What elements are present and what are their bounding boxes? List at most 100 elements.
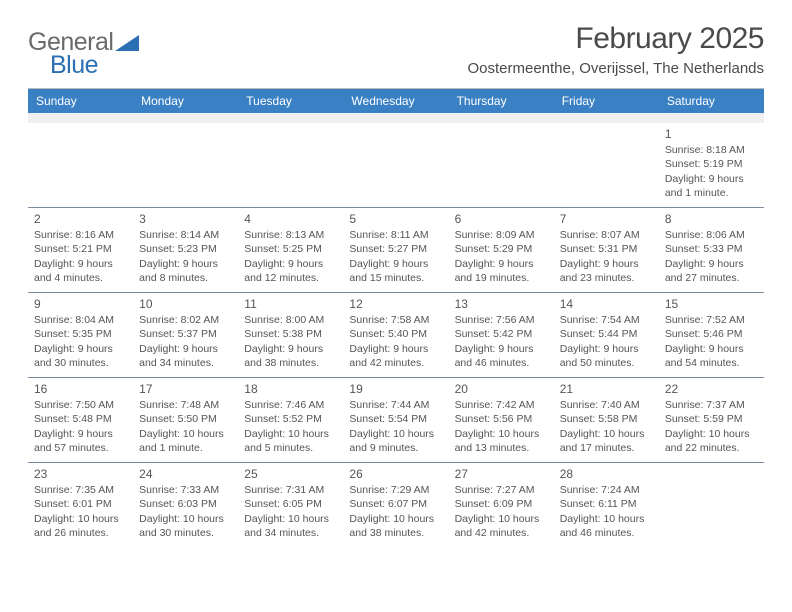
sunrise-text: Sunrise: 8:09 AM — [455, 228, 548, 242]
dow-sat: Saturday — [659, 89, 764, 113]
weeks-container: 1Sunrise: 8:18 AMSunset: 5:19 PMDaylight… — [28, 123, 764, 547]
calendar-page: General Blue February 2025 Oostermeenthe… — [0, 0, 792, 565]
sunset-text: Sunset: 5:19 PM — [665, 157, 758, 171]
sunrise-text: Sunrise: 8:04 AM — [34, 313, 127, 327]
sunset-text: Sunset: 6:03 PM — [139, 497, 232, 511]
day-cell — [238, 123, 343, 207]
day-cell: 28Sunrise: 7:24 AMSunset: 6:11 PMDayligh… — [554, 463, 659, 547]
day-cell: 11Sunrise: 8:00 AMSunset: 5:38 PMDayligh… — [238, 293, 343, 377]
daylight-text: Daylight: 9 hours and 57 minutes. — [34, 427, 127, 455]
daylight-text: Daylight: 9 hours and 42 minutes. — [349, 342, 442, 370]
sunrise-text: Sunrise: 8:07 AM — [560, 228, 653, 242]
sunset-text: Sunset: 6:07 PM — [349, 497, 442, 511]
day-number: 24 — [139, 466, 232, 482]
daylight-text: Daylight: 9 hours and 1 minute. — [665, 172, 758, 200]
dow-fri: Friday — [554, 89, 659, 113]
daylight-text: Daylight: 10 hours and 5 minutes. — [244, 427, 337, 455]
day-number: 18 — [244, 381, 337, 397]
day-cell: 2Sunrise: 8:16 AMSunset: 5:21 PMDaylight… — [28, 208, 133, 292]
sunrise-text: Sunrise: 7:44 AM — [349, 398, 442, 412]
daylight-text: Daylight: 10 hours and 30 minutes. — [139, 512, 232, 540]
daylight-text: Daylight: 10 hours and 46 minutes. — [560, 512, 653, 540]
sunrise-text: Sunrise: 7:31 AM — [244, 483, 337, 497]
sunrise-text: Sunrise: 7:48 AM — [139, 398, 232, 412]
sunset-text: Sunset: 5:40 PM — [349, 327, 442, 341]
daylight-text: Daylight: 10 hours and 9 minutes. — [349, 427, 442, 455]
sunrise-text: Sunrise: 7:35 AM — [34, 483, 127, 497]
daylight-text: Daylight: 9 hours and 38 minutes. — [244, 342, 337, 370]
dow-wed: Wednesday — [343, 89, 448, 113]
week-row: 9Sunrise: 8:04 AMSunset: 5:35 PMDaylight… — [28, 292, 764, 377]
sunrise-text: Sunrise: 8:13 AM — [244, 228, 337, 242]
day-number: 1 — [665, 126, 758, 142]
daylight-text: Daylight: 10 hours and 17 minutes. — [560, 427, 653, 455]
day-number: 27 — [455, 466, 548, 482]
daylight-text: Daylight: 10 hours and 26 minutes. — [34, 512, 127, 540]
day-cell: 27Sunrise: 7:27 AMSunset: 6:09 PMDayligh… — [449, 463, 554, 547]
day-number: 19 — [349, 381, 442, 397]
sunset-text: Sunset: 5:56 PM — [455, 412, 548, 426]
day-cell: 16Sunrise: 7:50 AMSunset: 5:48 PMDayligh… — [28, 378, 133, 462]
sunrise-text: Sunrise: 8:06 AM — [665, 228, 758, 242]
sunset-text: Sunset: 5:48 PM — [34, 412, 127, 426]
day-cell: 14Sunrise: 7:54 AMSunset: 5:44 PMDayligh… — [554, 293, 659, 377]
sunset-text: Sunset: 5:52 PM — [244, 412, 337, 426]
sunrise-text: Sunrise: 8:02 AM — [139, 313, 232, 327]
day-number: 6 — [455, 211, 548, 227]
sunset-text: Sunset: 5:21 PM — [34, 242, 127, 256]
sunrise-text: Sunrise: 7:24 AM — [560, 483, 653, 497]
sunset-text: Sunset: 5:42 PM — [455, 327, 548, 341]
day-number: 10 — [139, 296, 232, 312]
sunrise-text: Sunrise: 7:29 AM — [349, 483, 442, 497]
day-number: 3 — [139, 211, 232, 227]
daylight-text: Daylight: 10 hours and 13 minutes. — [455, 427, 548, 455]
day-number: 2 — [34, 211, 127, 227]
sunrise-text: Sunrise: 7:58 AM — [349, 313, 442, 327]
day-cell: 7Sunrise: 8:07 AMSunset: 5:31 PMDaylight… — [554, 208, 659, 292]
day-number: 16 — [34, 381, 127, 397]
day-cell: 26Sunrise: 7:29 AMSunset: 6:07 PMDayligh… — [343, 463, 448, 547]
sunset-text: Sunset: 5:59 PM — [665, 412, 758, 426]
dow-tue: Tuesday — [238, 89, 343, 113]
daylight-text: Daylight: 9 hours and 8 minutes. — [139, 257, 232, 285]
logo-text: General Blue — [28, 28, 141, 80]
sunrise-text: Sunrise: 8:00 AM — [244, 313, 337, 327]
day-number: 9 — [34, 296, 127, 312]
sunset-text: Sunset: 5:58 PM — [560, 412, 653, 426]
sunset-text: Sunset: 5:37 PM — [139, 327, 232, 341]
logo-word2: Blue — [50, 51, 141, 80]
sunrise-text: Sunrise: 7:33 AM — [139, 483, 232, 497]
day-cell: 13Sunrise: 7:56 AMSunset: 5:42 PMDayligh… — [449, 293, 554, 377]
day-cell — [133, 123, 238, 207]
daylight-text: Daylight: 9 hours and 50 minutes. — [560, 342, 653, 370]
day-number: 8 — [665, 211, 758, 227]
day-number: 14 — [560, 296, 653, 312]
day-number: 21 — [560, 381, 653, 397]
sunset-text: Sunset: 6:05 PM — [244, 497, 337, 511]
daylight-text: Daylight: 9 hours and 4 minutes. — [34, 257, 127, 285]
day-cell: 8Sunrise: 8:06 AMSunset: 5:33 PMDaylight… — [659, 208, 764, 292]
sunset-text: Sunset: 5:31 PM — [560, 242, 653, 256]
day-number: 17 — [139, 381, 232, 397]
sunset-text: Sunset: 5:38 PM — [244, 327, 337, 341]
location: Oostermeenthe, Overijssel, The Netherlan… — [467, 60, 764, 77]
daylight-text: Daylight: 9 hours and 23 minutes. — [560, 257, 653, 285]
day-cell: 20Sunrise: 7:42 AMSunset: 5:56 PMDayligh… — [449, 378, 554, 462]
day-number: 7 — [560, 211, 653, 227]
daylight-text: Daylight: 9 hours and 46 minutes. — [455, 342, 548, 370]
week-row: 16Sunrise: 7:50 AMSunset: 5:48 PMDayligh… — [28, 377, 764, 462]
sunrise-text: Sunrise: 8:11 AM — [349, 228, 442, 242]
day-cell: 12Sunrise: 7:58 AMSunset: 5:40 PMDayligh… — [343, 293, 448, 377]
sunrise-text: Sunrise: 7:42 AM — [455, 398, 548, 412]
day-number: 23 — [34, 466, 127, 482]
sunrise-text: Sunrise: 7:52 AM — [665, 313, 758, 327]
daylight-text: Daylight: 10 hours and 38 minutes. — [349, 512, 442, 540]
day-cell: 4Sunrise: 8:13 AMSunset: 5:25 PMDaylight… — [238, 208, 343, 292]
day-cell: 24Sunrise: 7:33 AMSunset: 6:03 PMDayligh… — [133, 463, 238, 547]
day-number: 28 — [560, 466, 653, 482]
daylight-text: Daylight: 9 hours and 54 minutes. — [665, 342, 758, 370]
daylight-text: Daylight: 9 hours and 15 minutes. — [349, 257, 442, 285]
week-row: 2Sunrise: 8:16 AMSunset: 5:21 PMDaylight… — [28, 207, 764, 292]
week-row: 1Sunrise: 8:18 AMSunset: 5:19 PMDaylight… — [28, 123, 764, 207]
day-number: 4 — [244, 211, 337, 227]
